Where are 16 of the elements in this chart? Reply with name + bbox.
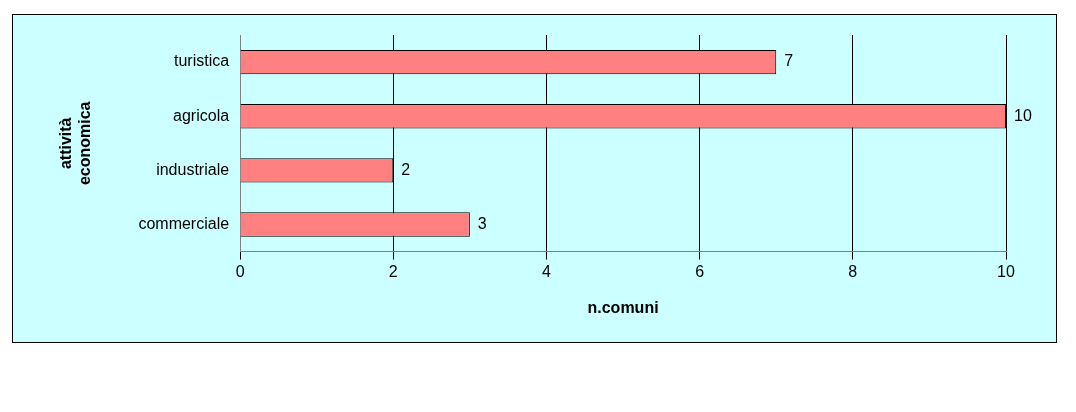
data-label: 3 bbox=[477, 214, 487, 232]
y-axis-title: attività economica bbox=[57, 101, 94, 186]
data-label: 10 bbox=[1014, 106, 1032, 124]
data-label: 2 bbox=[401, 160, 411, 178]
data-label: 7 bbox=[784, 52, 794, 70]
y-tick-label: agricola bbox=[173, 106, 230, 124]
y-tick-label: industriale bbox=[156, 160, 230, 178]
x-tick-label: 6 bbox=[695, 262, 705, 280]
y-tick-label: commerciale bbox=[138, 214, 230, 232]
x-tick-label: 4 bbox=[542, 262, 551, 280]
x-tick-label: 0 bbox=[235, 262, 245, 280]
y-tick-label: turistica bbox=[173, 52, 230, 70]
x-tick-label: 2 bbox=[388, 262, 398, 280]
x-tick-label: 10 bbox=[997, 262, 1015, 280]
x-tick-label: 8 bbox=[848, 262, 858, 280]
x-axis-title: n.comuni bbox=[587, 298, 659, 316]
